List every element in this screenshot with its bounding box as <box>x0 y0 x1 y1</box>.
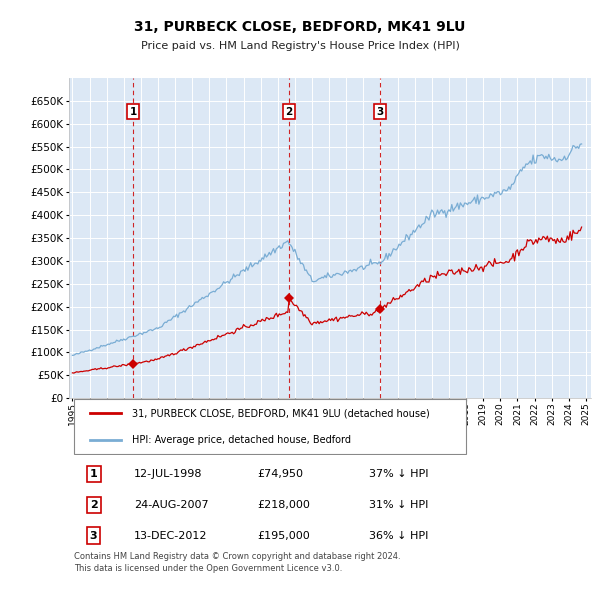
Text: HPI: Average price, detached house, Bedford: HPI: Average price, detached house, Bedf… <box>131 435 350 444</box>
Text: 31% ↓ HPI: 31% ↓ HPI <box>369 500 428 510</box>
Text: 24-AUG-2007: 24-AUG-2007 <box>134 500 209 510</box>
Text: 12-JUL-1998: 12-JUL-1998 <box>134 469 203 479</box>
Text: 36% ↓ HPI: 36% ↓ HPI <box>369 530 428 540</box>
Text: Contains HM Land Registry data © Crown copyright and database right 2024.
This d: Contains HM Land Registry data © Crown c… <box>74 552 401 573</box>
Text: 13-DEC-2012: 13-DEC-2012 <box>134 530 208 540</box>
Text: 1: 1 <box>89 469 97 479</box>
Text: 2: 2 <box>89 500 97 510</box>
Text: 2: 2 <box>285 107 293 116</box>
Text: £74,950: £74,950 <box>257 469 303 479</box>
FancyBboxPatch shape <box>74 399 466 454</box>
Text: 31, PURBECK CLOSE, BEDFORD, MK41 9LU: 31, PURBECK CLOSE, BEDFORD, MK41 9LU <box>134 19 466 34</box>
Text: 1: 1 <box>130 107 137 116</box>
Text: Price paid vs. HM Land Registry's House Price Index (HPI): Price paid vs. HM Land Registry's House … <box>140 41 460 51</box>
Text: £218,000: £218,000 <box>257 500 310 510</box>
Text: 3: 3 <box>90 530 97 540</box>
Text: £195,000: £195,000 <box>257 530 310 540</box>
Text: 31, PURBECK CLOSE, BEDFORD, MK41 9LU (detached house): 31, PURBECK CLOSE, BEDFORD, MK41 9LU (de… <box>131 408 430 418</box>
Text: 3: 3 <box>376 107 383 116</box>
Text: 37% ↓ HPI: 37% ↓ HPI <box>369 469 428 479</box>
